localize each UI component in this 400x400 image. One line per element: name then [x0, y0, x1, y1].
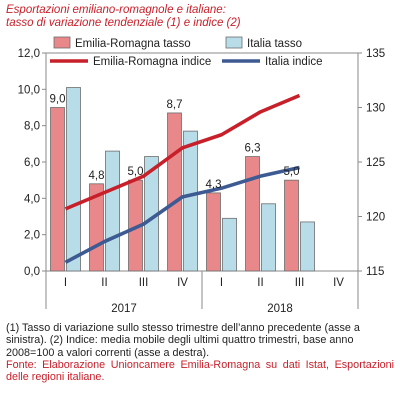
x-tick-label: II	[101, 277, 107, 289]
line-italia-indice	[64, 165, 300, 264]
bar-italia-tasso	[261, 203, 276, 272]
legend-label: Italia tasso	[247, 38, 302, 50]
chart-title-line-1: Esportazioni emiliano-romagnole e italia…	[6, 4, 226, 16]
legend-label: Emilia-Romagna indice	[93, 56, 211, 68]
footnotes: (1) Tasso di variazione sullo stesso tri…	[6, 322, 394, 383]
bar-italia-tasso	[183, 130, 198, 272]
x-tick-label: I	[220, 277, 223, 289]
legend-swatch	[225, 36, 243, 49]
bar-data-label: 4,3	[206, 179, 222, 191]
bar-data-label: 8,7	[167, 99, 183, 111]
bar-italia-tasso	[105, 150, 120, 272]
source-text: Fonte: Elaborazione Unioncamere Emilia-R…	[6, 358, 394, 384]
bar-emilia-romagna-tasso	[284, 179, 299, 272]
x-group-label: 2017	[111, 303, 137, 315]
bar-data-label: 6,3	[245, 143, 261, 155]
bar-italia-tasso	[300, 221, 315, 272]
y-left-tick-label: 0,0	[24, 266, 40, 278]
y-right-tick-label: 115	[366, 266, 384, 278]
y-left-tick-label: 6,0	[24, 157, 40, 169]
x-tick-label: III	[139, 277, 149, 289]
x-tick-label: II	[257, 277, 263, 289]
y-right-tick-label: 120	[366, 212, 385, 224]
x-group-label: 2018	[267, 303, 293, 315]
bar-data-label: 4,8	[89, 170, 105, 182]
y-right-tick-label: 125	[366, 157, 385, 169]
y-right-tick-label: 130	[366, 103, 385, 115]
bar-emilia-romagna-tasso	[50, 107, 65, 272]
bar-data-label: 5,0	[284, 166, 300, 178]
bar-data-label: 5,0	[128, 166, 144, 178]
bar-data-label: 9,0	[50, 94, 66, 106]
x-tick-label: III	[295, 277, 305, 289]
x-tick-label: IV	[177, 277, 188, 289]
legend-label: Italia indice	[265, 56, 323, 68]
x-tick-label: IV	[333, 277, 344, 289]
legend-swatch	[53, 36, 71, 49]
y-left-tick-label: 12,0	[18, 48, 40, 60]
y-left-tick-label: 2,0	[24, 230, 40, 242]
bar-italia-tasso	[222, 217, 237, 272]
y-left-tick-label: 10,0	[18, 84, 40, 96]
line-emilia-romagna-indice	[64, 93, 301, 211]
bar-emilia-romagna-tasso	[245, 156, 260, 272]
x-tick-label: I	[64, 277, 67, 289]
legend-label: Emilia-Romagna tasso	[75, 38, 191, 50]
y-right-tick-label: 135	[366, 48, 385, 60]
bar-emilia-romagna-tasso	[167, 112, 182, 272]
bar-italia-tasso	[66, 87, 81, 272]
y-left-tick-label: 8,0	[24, 121, 40, 133]
footnote-text: (1) Tasso di variazione sullo stesso tri…	[6, 322, 360, 359]
bar-emilia-romagna-tasso	[206, 192, 221, 272]
chart-title: Esportazioni emiliano-romagnole e italia…	[6, 4, 396, 30]
y-left-tick-label: 4,0	[24, 193, 40, 205]
chart-title-line-2: tasso di variazione tendenziale (1) e in…	[6, 17, 241, 29]
